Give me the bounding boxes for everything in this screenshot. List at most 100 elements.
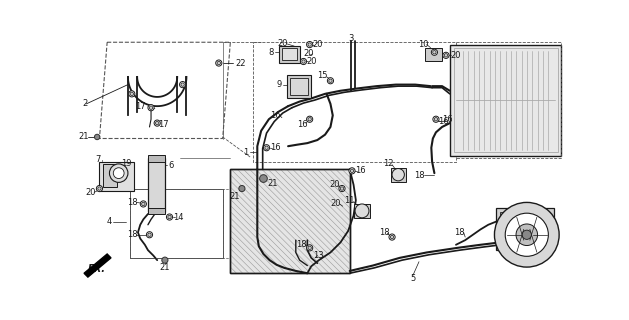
Text: 8: 8 — [269, 48, 274, 57]
Circle shape — [349, 168, 355, 174]
Bar — [230, 169, 350, 273]
Circle shape — [302, 60, 305, 63]
Text: 5: 5 — [410, 274, 416, 283]
Text: 20: 20 — [306, 57, 316, 66]
Circle shape — [306, 116, 313, 122]
Circle shape — [140, 201, 147, 207]
Bar — [353, 204, 370, 218]
Circle shape — [148, 105, 154, 111]
Text: 17: 17 — [158, 120, 169, 129]
Bar — [454, 48, 557, 152]
Circle shape — [265, 146, 268, 149]
Bar — [99, 162, 134, 191]
Text: 18: 18 — [379, 228, 389, 237]
Text: 19: 19 — [121, 159, 131, 168]
Text: 16: 16 — [355, 166, 366, 175]
Circle shape — [306, 245, 313, 251]
Circle shape — [239, 186, 245, 192]
Bar — [289, 78, 308, 95]
Text: 12: 12 — [383, 159, 394, 168]
Text: 21: 21 — [79, 132, 89, 141]
Text: 20: 20 — [277, 39, 288, 48]
Circle shape — [149, 106, 153, 109]
Circle shape — [522, 230, 532, 239]
Bar — [500, 212, 550, 246]
Text: 16: 16 — [298, 120, 308, 129]
Circle shape — [155, 121, 159, 125]
Circle shape — [260, 175, 267, 182]
Circle shape — [142, 202, 145, 206]
Text: 20: 20 — [85, 188, 96, 197]
Text: 18: 18 — [296, 240, 306, 249]
Text: 18: 18 — [127, 230, 138, 239]
Bar — [282, 48, 298, 60]
Circle shape — [96, 186, 103, 192]
Text: 18: 18 — [415, 171, 425, 180]
Bar — [496, 208, 554, 250]
Text: 10: 10 — [418, 40, 428, 49]
Bar — [287, 75, 311, 99]
Circle shape — [392, 169, 404, 181]
Circle shape — [181, 83, 184, 86]
Circle shape — [306, 42, 313, 48]
Text: 16: 16 — [442, 115, 453, 124]
Text: 18: 18 — [127, 198, 138, 207]
Circle shape — [434, 117, 438, 121]
Circle shape — [217, 61, 221, 65]
Text: 22: 22 — [235, 59, 245, 68]
Circle shape — [339, 186, 345, 192]
Circle shape — [129, 91, 135, 97]
Circle shape — [308, 43, 311, 46]
Circle shape — [327, 78, 333, 84]
Circle shape — [97, 187, 101, 190]
Circle shape — [431, 49, 438, 55]
Text: 21: 21 — [267, 179, 278, 188]
Text: 4: 4 — [107, 217, 112, 226]
Circle shape — [264, 145, 270, 151]
Text: 16: 16 — [270, 111, 281, 120]
Bar — [148, 156, 165, 162]
Text: FR.: FR. — [88, 264, 106, 275]
Circle shape — [168, 215, 171, 219]
Circle shape — [301, 59, 306, 65]
Circle shape — [433, 51, 436, 54]
Text: 21: 21 — [229, 192, 240, 201]
Text: 20: 20 — [304, 49, 314, 58]
Text: 1: 1 — [243, 148, 248, 157]
Circle shape — [433, 116, 439, 122]
Text: 20: 20 — [312, 40, 323, 49]
Circle shape — [516, 224, 538, 245]
Bar — [148, 208, 165, 214]
Text: 9: 9 — [276, 80, 282, 89]
Circle shape — [308, 246, 311, 250]
Bar — [391, 168, 406, 182]
Circle shape — [494, 203, 559, 267]
Text: 7: 7 — [95, 155, 101, 164]
Bar — [130, 188, 223, 258]
Text: 13: 13 — [314, 251, 324, 260]
Circle shape — [113, 168, 124, 179]
Circle shape — [355, 204, 369, 218]
Text: 6: 6 — [169, 161, 174, 170]
Circle shape — [109, 164, 128, 182]
Bar — [230, 169, 350, 273]
Text: 20: 20 — [329, 180, 340, 189]
Text: 15: 15 — [318, 71, 328, 80]
Circle shape — [350, 169, 353, 172]
Circle shape — [147, 232, 153, 238]
Circle shape — [443, 52, 449, 59]
Circle shape — [505, 213, 548, 256]
Circle shape — [308, 117, 311, 121]
Bar — [103, 164, 117, 187]
Circle shape — [216, 60, 222, 66]
Text: 16: 16 — [438, 117, 449, 126]
Circle shape — [167, 214, 172, 220]
Text: 14: 14 — [174, 212, 184, 221]
Circle shape — [329, 79, 332, 83]
Text: 20: 20 — [450, 51, 460, 60]
Text: 2: 2 — [82, 99, 87, 108]
Circle shape — [391, 236, 394, 239]
Circle shape — [154, 120, 160, 126]
Circle shape — [389, 234, 395, 240]
Text: 3: 3 — [348, 34, 354, 43]
